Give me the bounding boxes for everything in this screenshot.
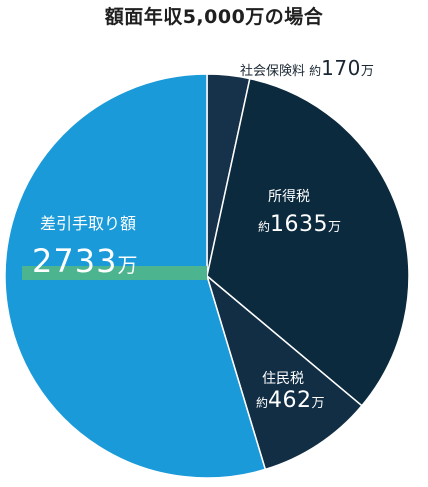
chart-title: 額面年収5,000万の場合 bbox=[104, 6, 324, 28]
slice-label-social-insurance: 社会保険料 約170万 bbox=[240, 56, 374, 80]
slice-resident-tax bbox=[205, 273, 363, 471]
slice-label-resident-tax: 住民税 約462万 bbox=[256, 368, 325, 413]
slice-value-income-tax: 1635 bbox=[270, 212, 329, 237]
slice-name-net-income: 差引手取り額 bbox=[40, 214, 137, 233]
slice-income-tax bbox=[206, 77, 410, 407]
slice-name-social-insurance: 社会保険料 bbox=[240, 64, 306, 79]
slice-unit-income-tax: 万 bbox=[328, 220, 342, 235]
slice-name-income-tax: 所得税 bbox=[268, 189, 310, 205]
slice-prefix-income-tax: 約 bbox=[258, 220, 271, 234]
slice-prefix-social-insurance: 約 bbox=[309, 64, 322, 78]
slice-label-income-tax: 所得税 約1635万 bbox=[258, 186, 341, 237]
slice-label-net-income: 差引手取り額 2733万 bbox=[32, 210, 137, 280]
slice-value-net-income: 2733 bbox=[32, 242, 118, 280]
slice-unit-resident-tax: 万 bbox=[311, 396, 325, 411]
slice-name-resident-tax: 住民税 bbox=[262, 371, 304, 387]
slice-value-social-insurance: 170 bbox=[321, 56, 361, 80]
slice-unit-social-insurance: 万 bbox=[360, 64, 374, 79]
slice-unit-net-income: 万 bbox=[117, 253, 139, 277]
slice-prefix-resident-tax: 約 bbox=[256, 396, 269, 410]
net-income-highlight-bar bbox=[22, 266, 207, 280]
slice-value-resident-tax: 462 bbox=[268, 388, 312, 413]
